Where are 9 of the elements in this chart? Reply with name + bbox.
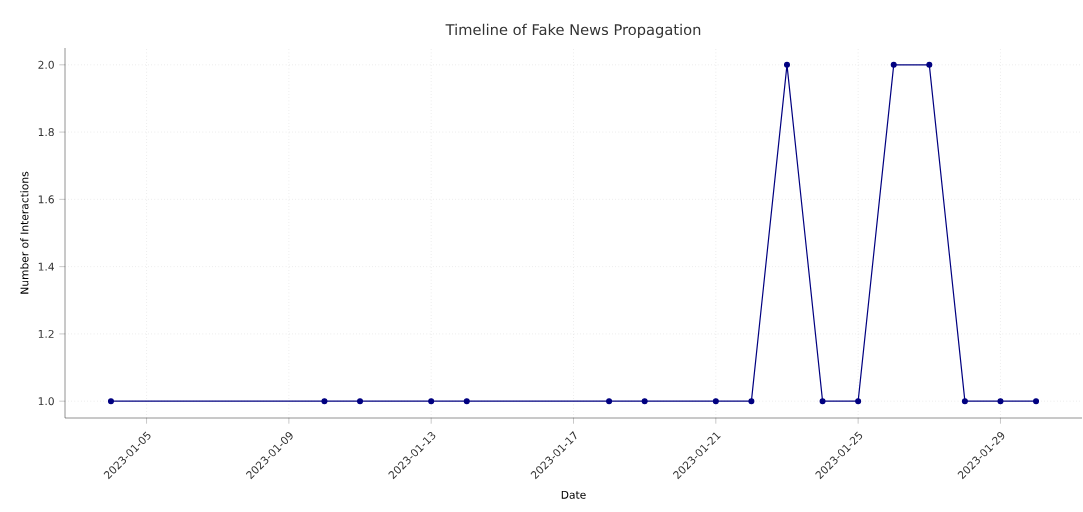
y-tick-label: 1.6 [38, 195, 54, 204]
y-tick-label: 1.2 [38, 329, 54, 338]
y-tick-label: 1.4 [38, 262, 54, 271]
chart-title: Timeline of Fake News Propagation [445, 23, 701, 38]
y-tick-label: 2.0 [38, 60, 54, 69]
y-axis-title: Number of Interactions [20, 171, 29, 294]
y-tick-label: 1.8 [38, 128, 54, 137]
x-axis-title: Date [561, 490, 586, 499]
y-tick-label: 1.0 [38, 397, 54, 406]
